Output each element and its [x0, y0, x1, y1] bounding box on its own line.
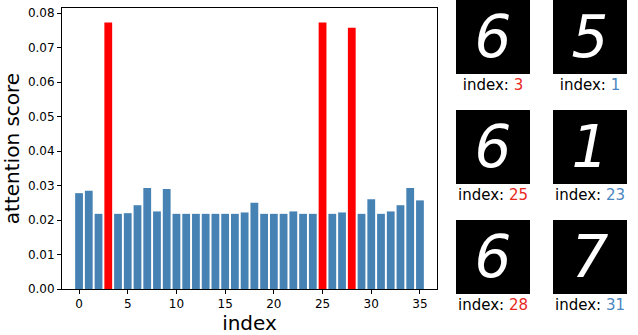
svg-text:25: 25: [315, 297, 330, 311]
html-text:6: 6: [474, 223, 512, 291]
svg-text:0.06: 0.06: [28, 75, 55, 89]
svg-text:30: 30: [364, 297, 379, 311]
html-text:index: 3: index: 3: [462, 76, 524, 94]
svg-text:10: 10: [169, 297, 184, 311]
svg-text:index: index: [222, 311, 277, 335]
svg-text:5: 5: [124, 297, 132, 311]
svg-text:0.03: 0.03: [28, 179, 55, 193]
html-text:6: 6: [474, 3, 512, 71]
html-text:index: 28: index: 28: [458, 296, 528, 314]
html-text:index: 23: index: 23: [555, 186, 625, 204]
html-text:index: 31: index: 31: [555, 296, 625, 314]
svg-text:20: 20: [266, 297, 281, 311]
svg-text:0.04: 0.04: [28, 144, 55, 158]
svg-text:0.01: 0.01: [28, 248, 55, 262]
svg-text:0.07: 0.07: [28, 41, 55, 55]
svg-text:0.00: 0.00: [28, 282, 55, 296]
html-text:index: 25: index: 25: [458, 186, 528, 204]
svg-text:0.08: 0.08: [28, 6, 55, 20]
svg-text:attention score: attention score: [0, 73, 24, 224]
svg-text:15: 15: [218, 297, 233, 311]
svg-text:0: 0: [75, 297, 83, 311]
html-text:7: 7: [571, 223, 609, 291]
html-text:1: 1: [571, 113, 609, 181]
svg-text:0.05: 0.05: [28, 110, 55, 124]
html-text:6: 6: [474, 113, 512, 181]
svg-text:0.02: 0.02: [28, 213, 55, 227]
html-text:index: 1: index: 1: [559, 76, 621, 94]
svg-text:35: 35: [412, 297, 427, 311]
html-text:5: 5: [571, 3, 609, 71]
